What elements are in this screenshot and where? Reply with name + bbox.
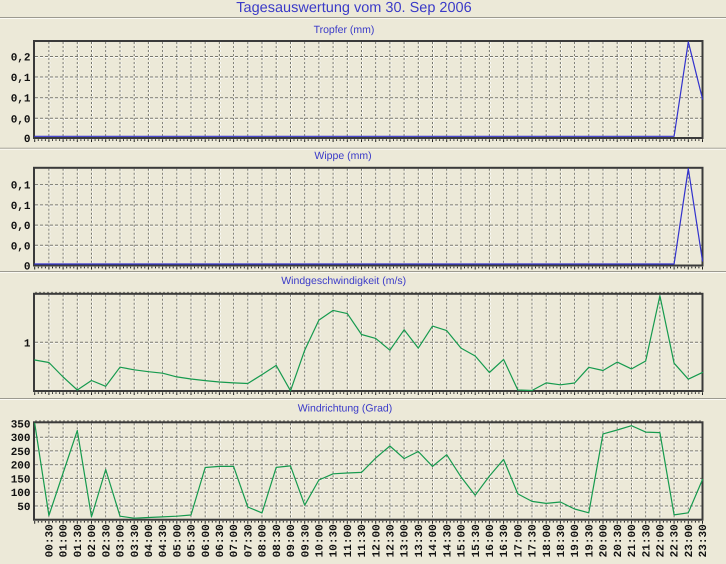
- svg-text:0,1: 0,1: [11, 201, 31, 213]
- svg-text:05:00: 05:00: [172, 524, 184, 557]
- svg-text:03:00: 03:00: [116, 524, 128, 557]
- svg-text:50: 50: [17, 502, 30, 514]
- svg-text:17:00: 17:00: [513, 524, 525, 557]
- svg-text:18:00: 18:00: [542, 524, 554, 557]
- svg-text:06:00: 06:00: [201, 524, 213, 557]
- svg-text:18:30: 18:30: [556, 524, 568, 557]
- svg-text:05:30: 05:30: [187, 524, 199, 557]
- svg-text:01:30: 01:30: [73, 524, 85, 557]
- svg-text:10:30: 10:30: [329, 524, 341, 557]
- svg-text:04:00: 04:00: [144, 524, 156, 557]
- svg-text:11:30: 11:30: [357, 524, 369, 557]
- svg-text:17:30: 17:30: [528, 524, 540, 557]
- svg-text:0: 0: [24, 134, 31, 146]
- svg-text:Tagesauswertung vom 30. Sep 20: Tagesauswertung vom 30. Sep 2006: [236, 0, 471, 16]
- svg-text:100: 100: [11, 488, 31, 500]
- svg-text:11:00: 11:00: [343, 524, 355, 557]
- svg-text:06:30: 06:30: [215, 524, 227, 557]
- svg-text:22:00: 22:00: [656, 524, 668, 557]
- svg-text:150: 150: [11, 474, 31, 486]
- svg-text:250: 250: [11, 447, 31, 459]
- svg-text:200: 200: [11, 461, 31, 473]
- svg-text:300: 300: [11, 433, 31, 445]
- svg-text:08:30: 08:30: [272, 524, 284, 557]
- svg-text:07:00: 07:00: [229, 524, 241, 557]
- svg-text:02:30: 02:30: [101, 524, 113, 557]
- svg-text:Tropfer (mm): Tropfer (mm): [314, 24, 375, 36]
- svg-text:20:00: 20:00: [599, 524, 611, 557]
- svg-text:15:30: 15:30: [471, 524, 483, 557]
- svg-text:12:30: 12:30: [386, 524, 398, 557]
- svg-text:0: 0: [24, 262, 31, 274]
- svg-text:0,1: 0,1: [11, 73, 31, 85]
- svg-text:00:30: 00:30: [45, 524, 57, 557]
- svg-text:13:30: 13:30: [414, 524, 426, 557]
- svg-text:12:00: 12:00: [371, 524, 383, 557]
- svg-text:13:00: 13:00: [400, 524, 412, 557]
- svg-text:09:30: 09:30: [300, 524, 312, 557]
- svg-text:01:00: 01:00: [59, 524, 71, 557]
- svg-text:14:00: 14:00: [428, 524, 440, 557]
- svg-text:19:00: 19:00: [570, 524, 582, 557]
- svg-text:1: 1: [24, 338, 31, 350]
- svg-text:16:00: 16:00: [485, 524, 497, 557]
- svg-text:21:30: 21:30: [641, 524, 653, 557]
- svg-text:23:00: 23:00: [684, 524, 696, 557]
- svg-text:Windrichtung (Grad): Windrichtung (Grad): [298, 403, 393, 415]
- svg-text:23:30: 23:30: [698, 524, 710, 557]
- svg-text:19:30: 19:30: [584, 524, 596, 557]
- svg-text:Windgeschwindigkeit (m/s): Windgeschwindigkeit (m/s): [281, 275, 406, 287]
- svg-text:10:00: 10:00: [315, 524, 327, 557]
- svg-text:0,0: 0,0: [11, 241, 31, 253]
- svg-text:22:30: 22:30: [670, 524, 682, 557]
- svg-text:21:00: 21:00: [627, 524, 639, 557]
- svg-text:0,1: 0,1: [11, 94, 31, 106]
- svg-text:15:00: 15:00: [457, 524, 469, 557]
- svg-text:14:30: 14:30: [442, 524, 454, 557]
- svg-text:03:30: 03:30: [130, 524, 142, 557]
- svg-text:02:00: 02:00: [87, 524, 99, 557]
- svg-text:Wippe (mm): Wippe (mm): [314, 150, 371, 162]
- svg-text:16:30: 16:30: [499, 524, 511, 557]
- svg-text:0,2: 0,2: [11, 53, 31, 65]
- svg-text:0,1: 0,1: [11, 181, 31, 193]
- svg-text:350: 350: [11, 419, 31, 431]
- svg-text:20:30: 20:30: [613, 524, 625, 557]
- svg-text:04:30: 04:30: [158, 524, 170, 557]
- svg-text:0,0: 0,0: [11, 114, 31, 126]
- svg-text:07:30: 07:30: [243, 524, 255, 557]
- svg-text:0,0: 0,0: [11, 221, 31, 233]
- svg-text:08:00: 08:00: [258, 524, 270, 557]
- svg-text:09:00: 09:00: [286, 524, 298, 557]
